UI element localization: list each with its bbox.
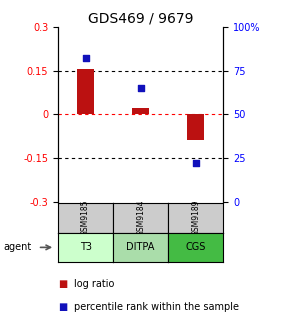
Bar	[77, 69, 94, 114]
Text: CGS: CGS	[186, 242, 206, 252]
Title: GDS469 / 9679: GDS469 / 9679	[88, 12, 193, 26]
Text: ■: ■	[58, 302, 67, 312]
Text: log ratio: log ratio	[74, 279, 114, 289]
Text: percentile rank within the sample: percentile rank within the sample	[74, 302, 239, 312]
Point	[83, 56, 88, 61]
Bar	[188, 114, 204, 140]
Bar	[132, 109, 149, 114]
Text: GSM9185: GSM9185	[81, 200, 90, 236]
Text: GSM9184: GSM9184	[136, 200, 145, 236]
Text: ■: ■	[58, 279, 67, 289]
Text: T3: T3	[79, 242, 92, 252]
Text: DITPA: DITPA	[126, 242, 155, 252]
Point	[138, 85, 143, 91]
Text: agent: agent	[3, 242, 31, 252]
Point	[193, 161, 198, 166]
Text: GSM9189: GSM9189	[191, 200, 200, 236]
